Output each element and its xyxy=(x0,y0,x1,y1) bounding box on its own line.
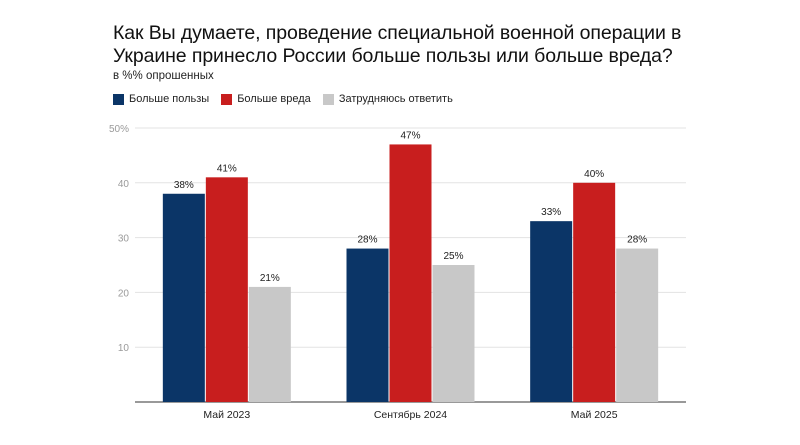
y-tick-label: 40 xyxy=(118,179,130,190)
legend-label-benefit: Больше пользы xyxy=(129,93,210,105)
data-label: 28% xyxy=(627,235,647,246)
x-category-label: Сентябрь 2024 xyxy=(374,409,447,421)
y-tick-label: 10 xyxy=(118,343,130,354)
chart-subtitle: в %% опрошенных xyxy=(113,70,214,82)
x-category-label: Май 2025 xyxy=(571,409,618,421)
data-label: 21% xyxy=(260,273,280,284)
data-label: 33% xyxy=(541,207,561,218)
bar xyxy=(573,182,616,402)
data-label: 28% xyxy=(357,235,377,246)
y-tick-label: 30 xyxy=(118,234,130,245)
bar xyxy=(162,193,205,402)
legend-swatch-benefit xyxy=(113,93,124,105)
x-category-label: Май 2023 xyxy=(203,409,250,421)
bar xyxy=(248,286,291,402)
legend-item-benefit: Больше пользы xyxy=(113,93,209,105)
legend-item-harm: Больше вреда xyxy=(221,93,311,105)
chart-title: Как Вы думаете, проведение специальной в… xyxy=(113,22,682,67)
chart-legend: Больше пользы Больше вреда Затрудняюсь о… xyxy=(113,93,453,105)
bar xyxy=(346,248,389,402)
bar xyxy=(205,177,248,402)
data-label: 38% xyxy=(174,180,194,191)
legend-item-undecided: Затрудняюсь ответить xyxy=(322,93,453,105)
data-label: 25% xyxy=(443,251,463,262)
bar xyxy=(530,221,573,402)
y-tick-label: 50% xyxy=(109,124,129,135)
legend-label-undecided: Затрудняюсь ответить xyxy=(338,93,453,105)
data-label: 40% xyxy=(584,169,604,180)
bar xyxy=(389,144,432,402)
data-label: 47% xyxy=(400,130,420,141)
legend-swatch-undecided xyxy=(322,93,334,105)
legend-swatch-harm xyxy=(221,93,233,105)
data-label: 41% xyxy=(217,163,237,174)
bar xyxy=(616,248,659,402)
y-tick-label: 20 xyxy=(118,288,130,299)
bar xyxy=(432,265,475,402)
legend-label-harm: Больше вреда xyxy=(237,93,311,105)
